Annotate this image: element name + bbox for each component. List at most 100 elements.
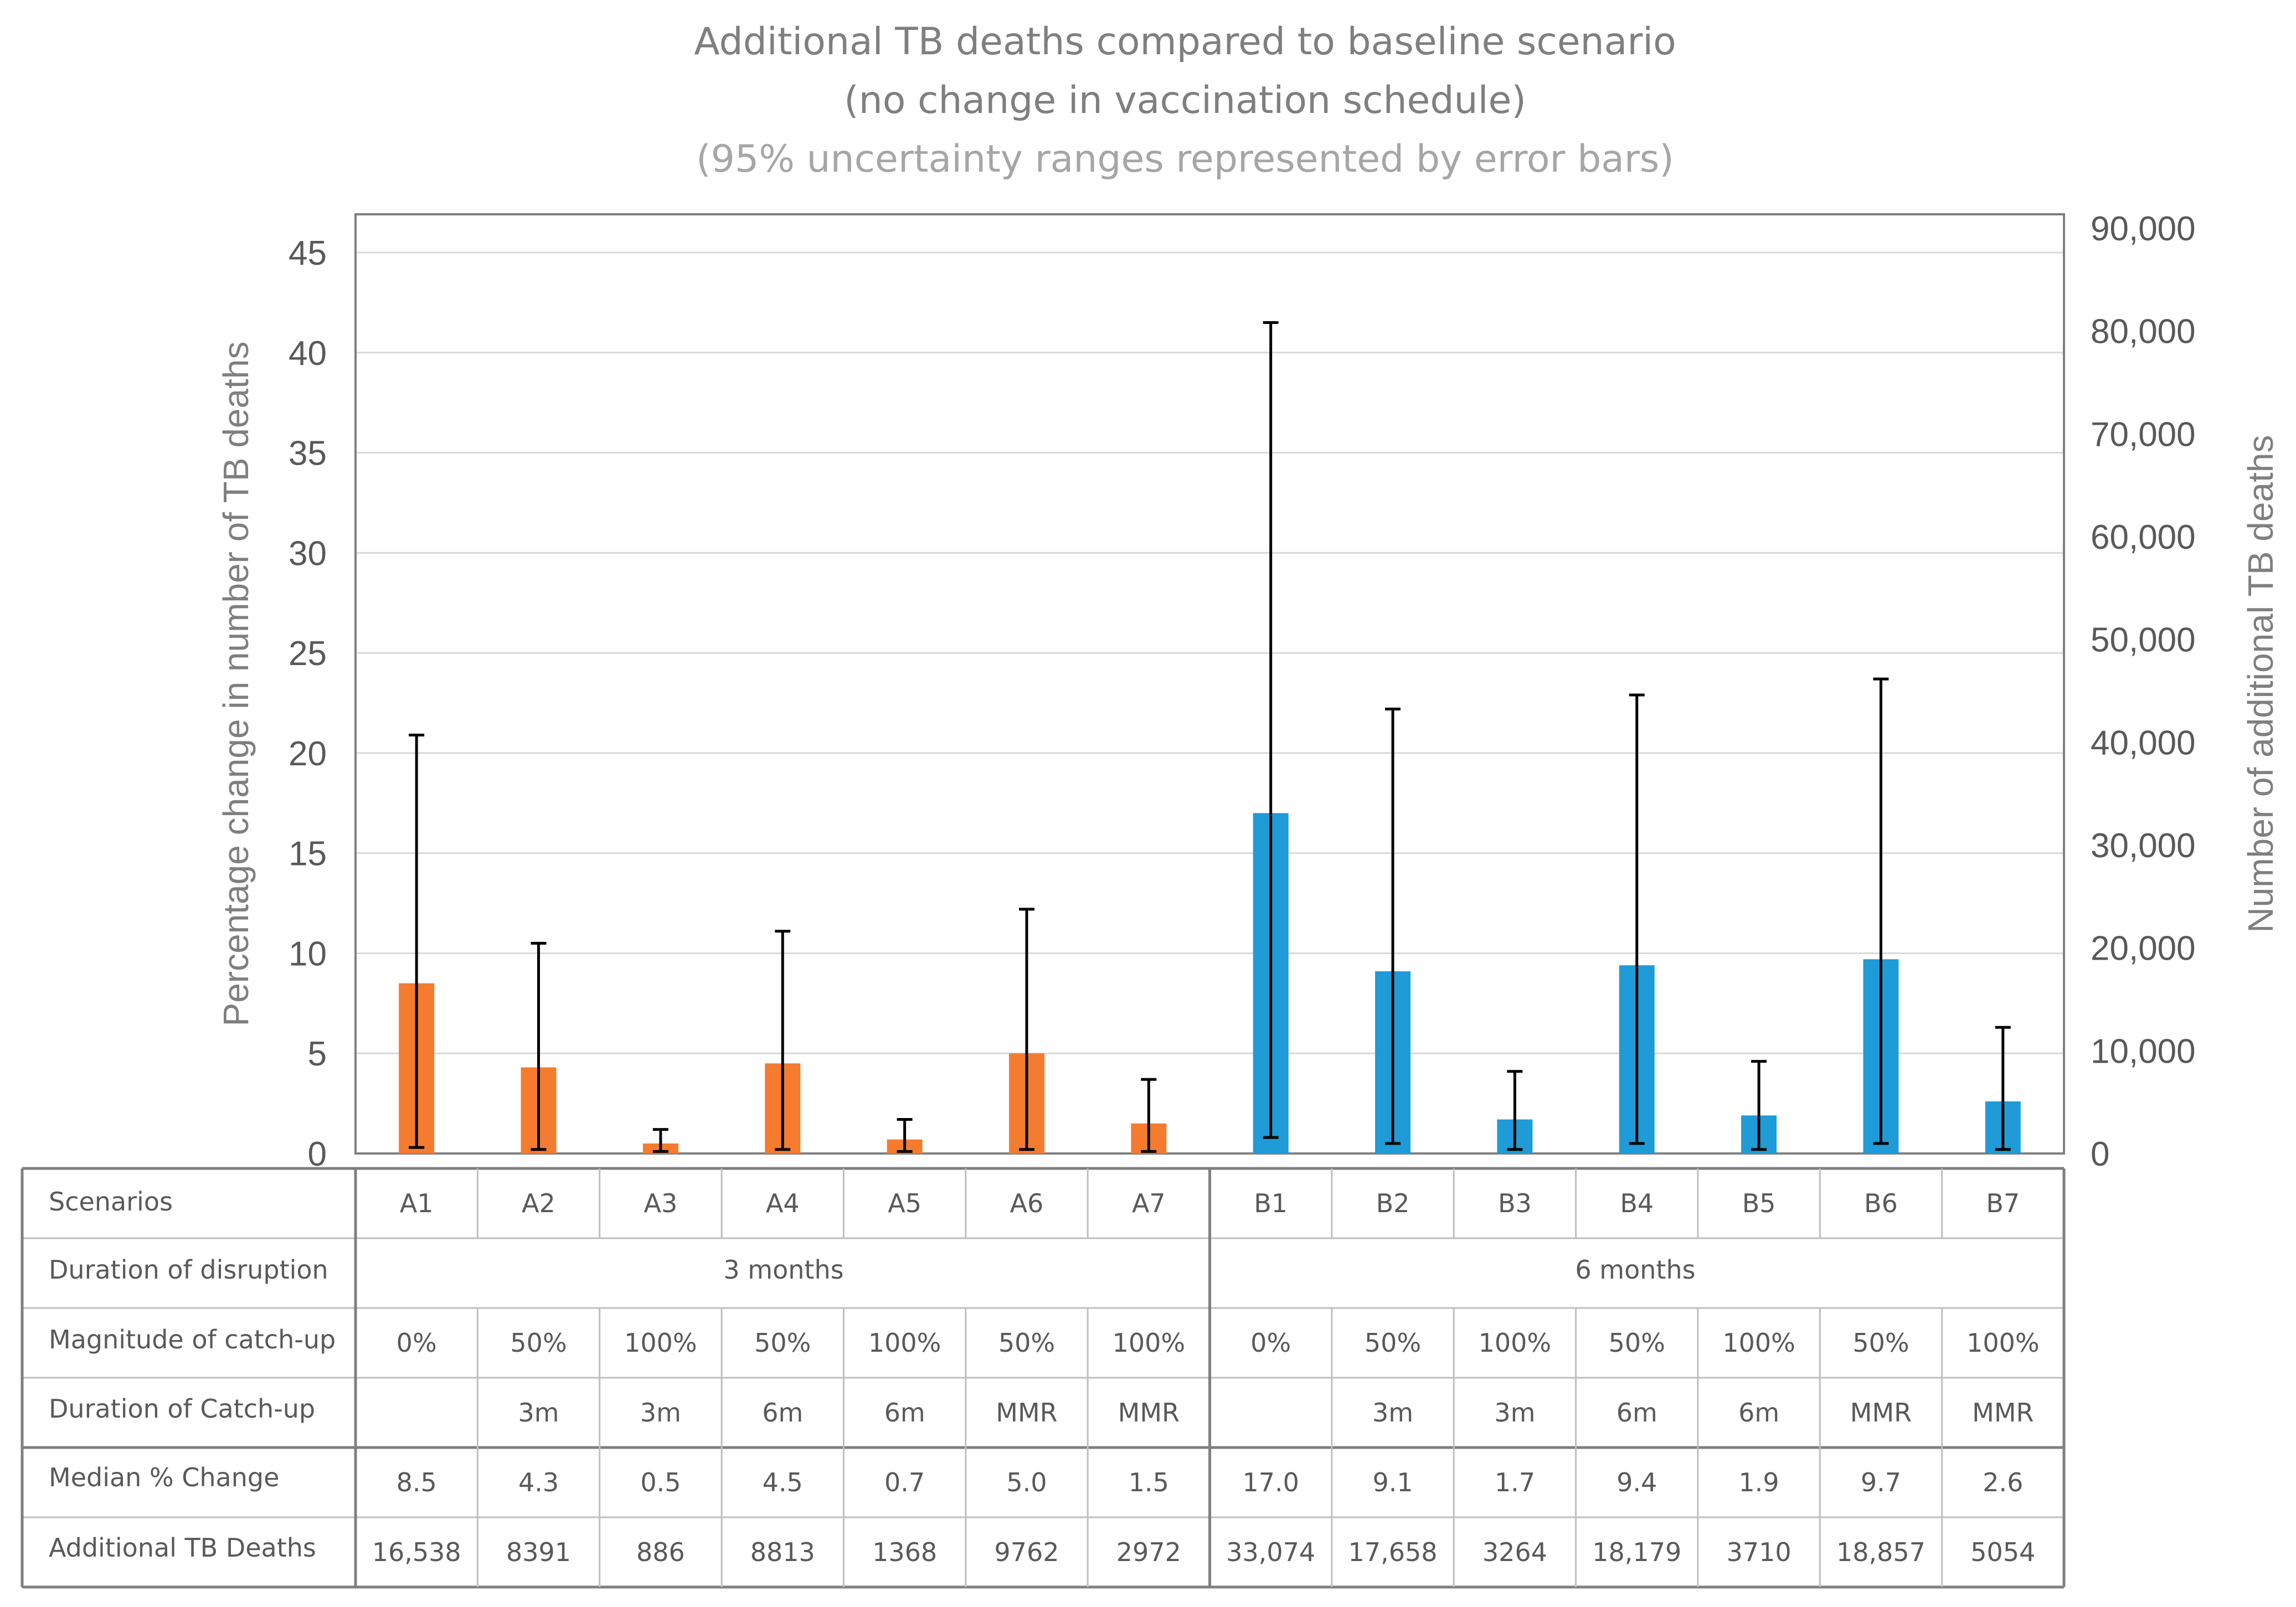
cell-magnitude: 0% <box>1250 1328 1291 1358</box>
y-tick-label: 20 <box>289 735 327 773</box>
cell-median-change: 0.7 <box>884 1467 925 1497</box>
cell-magnitude: 50% <box>998 1328 1055 1358</box>
cell-median-change: 1.7 <box>1495 1467 1535 1497</box>
cell-median-change: 1.9 <box>1739 1467 1779 1497</box>
y-tick-label: 10 <box>289 935 327 973</box>
error-bar-a1 <box>409 733 425 1149</box>
cell-median-change: 0.5 <box>640 1467 681 1497</box>
y2-tick-label: 50,000 <box>2091 621 2196 660</box>
row-label-median-change: Median % Change <box>49 1462 279 1492</box>
cell-median-change: 17.0 <box>1242 1467 1299 1497</box>
disruption-6-months: 6 months <box>1575 1255 1695 1285</box>
y2-axis-ticks: 0 10,000 20,000 30,000 40,000 50,000 60,000 70,… <box>2091 210 2196 1173</box>
cell-median-change: 2.6 <box>1983 1467 2023 1497</box>
error-bar-b7 <box>1995 1026 2011 1151</box>
cell-additional-deaths: 8813 <box>750 1537 815 1567</box>
cell-scenario: A2 <box>522 1188 555 1218</box>
chart-title-line2: (no change in vaccination schedule) <box>844 79 1526 122</box>
cell-median-change: 1.5 <box>1129 1467 1169 1497</box>
y-tick-label: 30 <box>289 534 327 573</box>
y2-tick-label: 20,000 <box>2091 930 2196 968</box>
cell-median-change: 5.0 <box>1006 1467 1047 1497</box>
cell-median-change: 9.1 <box>1372 1467 1413 1497</box>
cell-median-change: 9.7 <box>1861 1467 1901 1497</box>
cell-scenario: A3 <box>644 1188 678 1218</box>
error-bar-b5 <box>1751 1060 1767 1151</box>
cell-median-change: 8.5 <box>397 1467 437 1497</box>
data-table: Scenarios Duration of disruption Magnitu… <box>20 1167 2066 1589</box>
cell-median-change: 9.4 <box>1617 1467 1657 1497</box>
y-tick-label: 5 <box>308 1035 327 1073</box>
cell-magnitude: 50% <box>1852 1328 1909 1358</box>
y2-tick-label: 30,000 <box>2091 827 2196 865</box>
cell-catchup-duration: 3m <box>1494 1398 1535 1428</box>
y2-tick-label: 10,000 <box>2091 1032 2196 1070</box>
cell-median-change: 4.5 <box>763 1467 803 1497</box>
cell-catchup-duration: MMR <box>1118 1398 1180 1428</box>
cell-additional-deaths: 33,074 <box>1226 1537 1315 1567</box>
cell-additional-deaths: 3264 <box>1482 1537 1547 1567</box>
cell-additional-deaths: 17,658 <box>1348 1537 1438 1567</box>
row-label-duration-of-disruption: Duration of disruption <box>49 1255 328 1285</box>
error-bars <box>409 321 2011 1153</box>
row-label-magnitude-of-catch-up: Magnitude of catch-up <box>49 1325 336 1354</box>
error-bar-b2 <box>1385 707 1401 1145</box>
cell-scenario: A5 <box>888 1188 922 1218</box>
cell-scenario: B6 <box>1864 1188 1898 1218</box>
cell-scenario: B3 <box>1498 1188 1532 1218</box>
cell-catchup-duration: 3m <box>640 1398 681 1428</box>
y-tick-label: 25 <box>289 635 327 673</box>
y2-tick-label: 40,000 <box>2091 724 2196 762</box>
cell-scenario: A4 <box>766 1188 800 1218</box>
cell-catchup-duration: MMR <box>996 1398 1057 1428</box>
cell-magnitude: 100% <box>624 1328 697 1358</box>
cell-magnitude: 50% <box>1365 1328 1421 1358</box>
chart-subtitle: (95% uncertainty ranges represented by e… <box>696 137 1674 181</box>
cell-magnitude: 50% <box>510 1328 567 1358</box>
table-cells: A1 A2 A3 A4 A5 A6 A7 B1 B2 B3 B4 B5 B6 B7 0% 50% 100% 50%… <box>372 1188 2040 1567</box>
error-bar-b6 <box>1873 677 1889 1145</box>
row-label-additional-deaths: Additional TB Deaths <box>49 1533 316 1563</box>
cell-additional-deaths: 18,179 <box>1592 1537 1681 1567</box>
cell-catchup-duration: 6m <box>762 1398 803 1428</box>
cell-magnitude: 100% <box>1113 1328 1186 1358</box>
cell-additional-deaths: 16,538 <box>372 1537 461 1567</box>
cell-additional-deaths: 2972 <box>1116 1537 1181 1567</box>
cell-scenario: A6 <box>1010 1188 1044 1218</box>
y2-tick-label: 90,000 <box>2091 210 2196 248</box>
cell-magnitude: 0% <box>397 1328 437 1358</box>
plot-area-frame <box>354 213 2065 1155</box>
cell-magnitude: 100% <box>1722 1328 1795 1358</box>
error-bar-a7 <box>1141 1078 1157 1153</box>
cell-additional-deaths: 886 <box>636 1537 685 1567</box>
chart-title: Additional TB deaths compared to baselin… <box>694 20 1676 64</box>
cell-magnitude: 100% <box>1479 1328 1552 1358</box>
y-tick-label: 35 <box>289 435 327 473</box>
y-axis-label: Percentage change in number of TB deaths <box>216 342 256 1027</box>
y-tick-label: 40 <box>289 334 327 373</box>
table-lines <box>20 1167 2066 1589</box>
error-bar-a3 <box>652 1128 668 1153</box>
bars <box>399 813 2021 1153</box>
cell-additional-deaths: 1368 <box>872 1537 937 1567</box>
cell-catchup-duration: 6m <box>884 1398 925 1428</box>
gridlines <box>356 251 2064 1054</box>
cell-scenario: B7 <box>1986 1188 2020 1218</box>
cell-scenario: B1 <box>1254 1188 1288 1218</box>
cell-catchup-duration: 3m <box>518 1398 559 1428</box>
error-bar-b4 <box>1629 693 1645 1145</box>
cell-additional-deaths: 18,857 <box>1836 1537 1926 1567</box>
error-bar-a2 <box>531 941 547 1151</box>
row-label-scenarios: Scenarios <box>49 1187 173 1217</box>
cell-additional-deaths: 3710 <box>1727 1537 1792 1567</box>
error-bar-a4 <box>775 930 791 1151</box>
cell-scenario: B2 <box>1376 1188 1410 1218</box>
cell-magnitude: 100% <box>868 1328 941 1358</box>
error-bar-a5 <box>897 1118 913 1153</box>
cell-additional-deaths: 5054 <box>1970 1537 2035 1567</box>
error-bar-b1 <box>1263 321 1279 1139</box>
cell-scenario: A1 <box>400 1188 434 1218</box>
y2-axis-label: Number of additional TB deaths <box>2241 435 2280 933</box>
cell-scenario: B5 <box>1742 1188 1776 1218</box>
